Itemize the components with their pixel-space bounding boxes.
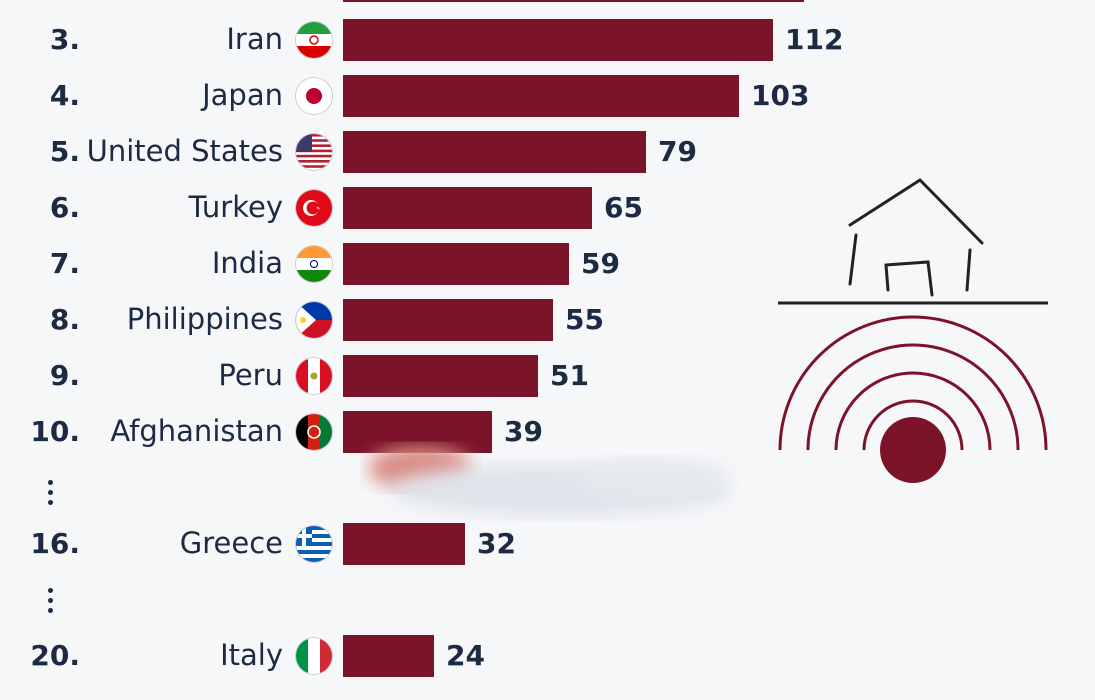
ellipsis-dots [48, 588, 56, 618]
bar [343, 187, 592, 229]
rank-label: 4. [49, 79, 80, 112]
value-label: 39 [504, 415, 543, 448]
value-label: 65 [604, 191, 643, 224]
value-label: 55 [565, 303, 604, 336]
india-flag-icon [296, 246, 332, 282]
value-label: 59 [581, 247, 620, 280]
turkey-flag-icon [296, 190, 332, 226]
country-label: Philippines [126, 302, 283, 336]
rank-label: 8. [49, 303, 80, 336]
country-label: Japan [202, 78, 283, 112]
usa-flag-icon [296, 134, 332, 170]
rank-label: 6. [49, 191, 80, 224]
value-label: 103 [751, 79, 810, 112]
philippines-flag-icon [296, 302, 332, 338]
greece-flag-icon [296, 526, 332, 562]
ellipsis-dots [48, 480, 56, 510]
country-label: Peru [218, 358, 283, 392]
rank-label: 5. [49, 135, 80, 168]
country-label: Greece [179, 526, 283, 560]
bar [343, 243, 569, 285]
afghanistan-flag-icon [296, 414, 332, 450]
rank-label: 3. [49, 23, 80, 56]
bar [343, 75, 739, 117]
bar [343, 19, 773, 61]
earthquake-house-icon [778, 178, 1048, 483]
country-label: Afghanistan [110, 414, 283, 448]
value-label: 32 [477, 527, 516, 560]
value-label: 24 [446, 639, 485, 672]
country-label: Italy [220, 638, 283, 672]
country-label: United States [86, 134, 283, 168]
rank-label: 7. [49, 247, 80, 280]
bar [343, 523, 465, 565]
japan-flag-icon [296, 78, 332, 114]
rank-label: 9. [49, 359, 80, 392]
rank-label: 16. [30, 527, 80, 560]
bar [343, 635, 434, 677]
rank-label: 20. [30, 639, 80, 672]
bar [343, 355, 538, 397]
bar [343, 411, 492, 453]
country-label: Turkey [188, 190, 283, 224]
peru-flag-icon [296, 358, 332, 394]
bar [343, 299, 553, 341]
value-label: 112 [785, 23, 844, 56]
bar [343, 131, 646, 173]
bar [343, 0, 804, 2]
value-label: 79 [658, 135, 697, 168]
italy-flag-icon [296, 638, 332, 674]
country-label: Iran [226, 22, 283, 56]
rank-label: 10. [30, 415, 80, 448]
country-label: India [211, 246, 283, 280]
iran-flag-icon [296, 22, 332, 58]
value-label: 51 [550, 359, 589, 392]
